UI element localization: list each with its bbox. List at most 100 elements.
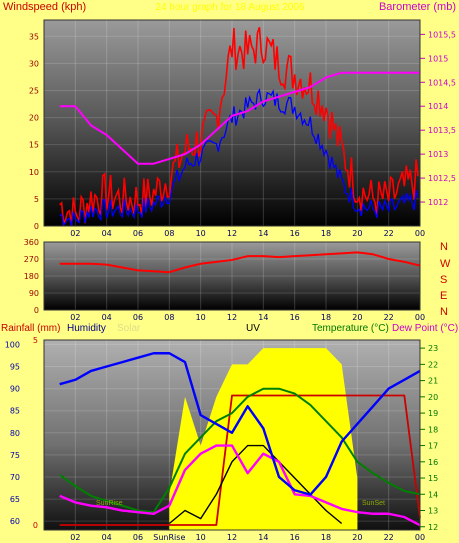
barometer-tick-label: 1012,5 (428, 174, 456, 183)
x-tick-label: 02 (70, 533, 80, 542)
temperature-line (59, 387, 421, 514)
x-tick-label: 20 (352, 533, 362, 542)
rainfall-tick-label: 0 (33, 521, 38, 530)
x-tick-label: 20 (352, 229, 362, 238)
direction-tick-label: 180 (24, 272, 39, 281)
x-tick-label: 22 (384, 533, 394, 542)
humidity-line (59, 352, 421, 496)
x-tick-label: 16 (290, 313, 300, 322)
barometer-axis-title: Barometer (mb) (379, 1, 456, 13)
compass-n-bottom: N (440, 306, 448, 318)
sunset-marker-label: SunSet (362, 500, 385, 507)
x-tick-label: 18 (321, 229, 331, 238)
temperature-tick-label: 22 (428, 360, 438, 369)
humidity-tick-label: 90 (10, 385, 20, 394)
x-tick-label: 02 (70, 229, 80, 238)
barometer-line (59, 71, 420, 165)
barometer-tick-label: 1015 (428, 54, 448, 63)
rainfall-tick-label: 5 (33, 336, 38, 345)
humidity-tick-label: 75 (10, 451, 20, 460)
x-tick-label: 14 (258, 229, 268, 238)
x-tick-label: 06 (133, 533, 143, 542)
x-tick-label: 02 (70, 313, 80, 322)
x-tick-label: 00 (415, 313, 425, 322)
compass-e: E (440, 290, 447, 302)
temperature-tick-label: 21 (428, 377, 438, 386)
windspeed-tick-label: 25 (29, 86, 39, 95)
dewpoint-line (59, 444, 421, 527)
x-tick-label: 04 (102, 229, 112, 238)
temperature-tick-label: 23 (428, 344, 438, 353)
sunrise-marker-label: SunRise (96, 500, 123, 507)
x-tick-label: 04 (102, 533, 112, 542)
x-tick-label: 22 (384, 229, 394, 238)
plot-frame (43, 241, 421, 311)
temperature-tick-label: 18 (428, 425, 438, 434)
x-tick-label: 06 (133, 313, 143, 322)
barometer-tick-label: 1014 (428, 102, 448, 111)
x-tick-label: 10 (196, 533, 206, 542)
barometer-tick-label: 1013,5 (428, 126, 456, 135)
direction-tick-label: 0 (34, 306, 39, 315)
x-tick-label: 20 (352, 313, 362, 322)
humidity-tick-label: 60 (10, 517, 20, 526)
x-tick-label: 08 (164, 229, 174, 238)
humidity-tick-label: 85 (10, 407, 20, 416)
windspeed-line (59, 26, 419, 227)
x-tick-label: 16 (290, 229, 300, 238)
x-tick-label: 12 (227, 229, 237, 238)
windspeed-tick-label: 0 (34, 222, 39, 231)
x-tick-label: 12 (227, 533, 237, 542)
x-tick-label: 08 (164, 313, 174, 322)
rainfall-line (59, 394, 421, 526)
humidity-tick-label: 95 (10, 363, 20, 372)
plot-frame (43, 19, 421, 227)
x-tick-label: 10 (196, 229, 206, 238)
x-tick-label: 06 (133, 229, 143, 238)
compass-s: S (440, 274, 447, 286)
temperature-tick-label: 20 (428, 393, 438, 402)
x-tick-label: 00 (415, 533, 425, 542)
dewpoint-axis-title: Dew Point (°C) (392, 323, 458, 334)
x-tick-label: 22 (384, 313, 394, 322)
compass-w: W (440, 258, 451, 270)
x-tick-label: 18 (321, 313, 331, 322)
barometer-tick-label: 1015,5 (428, 30, 456, 39)
x-tick-label: 00 (415, 229, 425, 238)
solar-label: Solar (117, 323, 141, 334)
humidity-tick-label: 70 (10, 473, 20, 482)
x-tick-label: SunRise (153, 533, 185, 542)
x-tick-label: 04 (102, 313, 112, 322)
windspeed-tick-label: 10 (29, 168, 39, 177)
humidity-tick-label: 65 (10, 495, 20, 504)
x-tick-label: 10 (196, 313, 206, 322)
plot-frame (43, 339, 421, 531)
temperature-axis-title: Temperature (°C) (312, 323, 389, 334)
chart-title: 24 hour graph for 18 August 2006 (155, 2, 304, 13)
temperature-tick-label: 13 (428, 507, 438, 516)
windspeed-tick-label: 35 (29, 32, 39, 41)
humidity-tick-label: 100 (5, 340, 20, 349)
temperature-tick-label: 19 (428, 409, 438, 418)
x-tick-label: 12 (227, 313, 237, 322)
direction-tick-label: 360 (24, 238, 39, 247)
uv-label: UV (246, 323, 260, 334)
windspeed-tick-label: 5 (34, 195, 39, 204)
x-tick-label: 18 (321, 533, 331, 542)
windspeed-tick-label: 20 (29, 114, 39, 123)
temperature-tick-label: 17 (428, 442, 438, 451)
barometer-tick-label: 1012 (428, 198, 448, 207)
barometer-tick-label: 1013 (428, 150, 448, 159)
temperature-tick-label: 14 (428, 490, 438, 499)
barometer-tick-label: 1014,5 (428, 78, 456, 87)
humidity-tick-label: 80 (10, 429, 20, 438)
temperature-tick-label: 12 (428, 523, 438, 532)
solar-area (169, 348, 358, 530)
direction-tick-label: 270 (24, 255, 39, 264)
x-tick-label: 14 (258, 313, 268, 322)
temperature-tick-label: 15 (428, 474, 438, 483)
windspeed-tick-label: 15 (29, 141, 39, 150)
direction-line (59, 251, 421, 274)
x-tick-label: 14 (258, 533, 268, 542)
rainfall-axis-title: Rainfall (mm) (1, 323, 60, 334)
